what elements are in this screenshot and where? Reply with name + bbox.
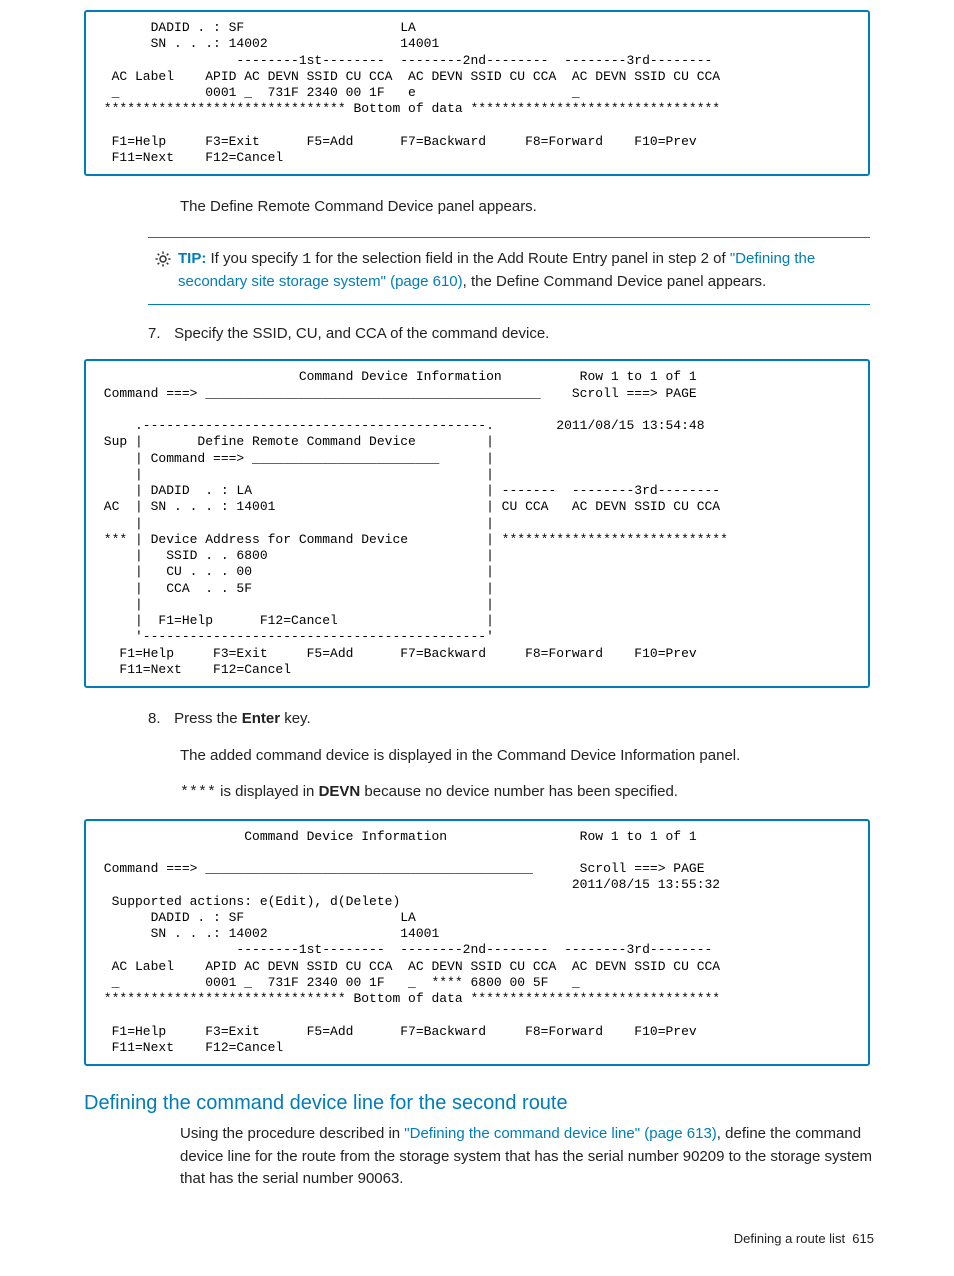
paragraph: The Define Remote Command Device panel a…	[180, 196, 874, 219]
code-literal: ****	[180, 784, 216, 801]
tip-label: TIP:	[178, 250, 206, 267]
step8-post: key.	[280, 710, 311, 727]
step-text: Press the Enter key.	[174, 708, 870, 731]
step8-bold: Enter	[242, 710, 280, 727]
step-7: 7. Specify the SSID, CU, and CCA of the …	[148, 323, 874, 346]
para-pre: Using the procedure described in	[180, 1125, 404, 1142]
footer-text: Defining a route list	[734, 1231, 845, 1246]
step-text: Specify the SSID, CU, and CCA of the com…	[174, 323, 870, 346]
tip-mid: for the selection field in the Add Route…	[311, 250, 730, 267]
paragraph: Using the procedure described in "Defini…	[180, 1123, 874, 1191]
step-number: 8.	[148, 708, 170, 731]
para-link[interactable]: "Defining the command device line" (page…	[404, 1125, 717, 1142]
paragraph: **** is displayed in DEVN because no dev…	[180, 781, 874, 805]
tip-pre: If you specify	[211, 250, 303, 267]
terminal-panel-3: Command Device Information Row 1 to 1 of…	[84, 819, 870, 1067]
step-number: 7.	[148, 323, 170, 346]
paragraph: The added command device is displayed in…	[180, 745, 874, 768]
tip-text: TIP: If you specify 1 for the selection …	[178, 248, 870, 294]
step-8: 8. Press the Enter key.	[148, 708, 874, 731]
tip-box: TIP: If you specify 1 for the selection …	[148, 237, 870, 305]
tip-code: 1	[302, 251, 311, 268]
terminal-panel-2: Command Device Information Row 1 to 1 of…	[84, 359, 870, 688]
text3-post: because no device number has been specif…	[360, 783, 678, 800]
text3-mid: is displayed in	[216, 783, 319, 800]
page-footer: Defining a route list 615	[0, 1231, 874, 1246]
tip-post: , the Define Command Device panel appear…	[463, 273, 767, 290]
text3-bold: DEVN	[319, 783, 361, 800]
page-number: 615	[852, 1231, 874, 1246]
step8-pre: Press the	[174, 710, 242, 727]
section-heading: Defining the command device line for the…	[84, 1092, 954, 1115]
tip-icon	[148, 248, 178, 273]
terminal-panel-1: DADID . : SF LA SN . . .: 14002 14001 --…	[84, 10, 870, 176]
